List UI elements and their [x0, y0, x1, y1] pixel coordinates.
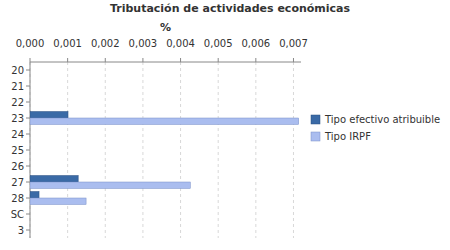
legend-swatch	[311, 132, 320, 141]
chart: Tributación de actividades económicas%0,…	[0, 0, 450, 250]
legend-swatch	[311, 115, 320, 124]
bar	[30, 224, 31, 231]
category-label: SC	[11, 209, 24, 220]
tick-label: 0,005	[204, 38, 233, 49]
tick-mark	[30, 58, 31, 62]
tick-label: 0,007	[279, 38, 308, 49]
tick-mark	[26, 166, 30, 167]
tick-mark	[26, 86, 30, 87]
category-label: 22	[11, 97, 24, 108]
tick-mark	[142, 58, 143, 62]
axis-label: %	[160, 21, 171, 34]
legend: Tipo efectivo atribuible Tipo IRPF	[311, 114, 440, 142]
category-label: 20	[11, 65, 24, 76]
bar	[30, 198, 86, 205]
bar	[30, 112, 68, 119]
bar	[30, 70, 31, 77]
bar	[30, 214, 31, 221]
bar	[30, 118, 299, 125]
bar	[30, 166, 31, 173]
tick-mark	[67, 58, 68, 62]
tick-label: 0,002	[91, 38, 120, 49]
bar	[30, 102, 31, 109]
grid-line	[293, 62, 294, 238]
grid-line	[255, 62, 256, 238]
tick-mark	[26, 198, 30, 199]
tick-label: 0,004	[166, 38, 195, 49]
grid-line	[105, 62, 106, 238]
bar	[30, 182, 190, 189]
axis-line	[30, 62, 301, 63]
bar	[30, 80, 31, 87]
tick-mark	[218, 58, 219, 62]
bars	[30, 112, 299, 205]
tick-mark	[255, 58, 256, 62]
bar	[30, 192, 39, 199]
grid-line	[218, 62, 219, 238]
tick-mark	[26, 230, 30, 231]
tick-mark	[26, 70, 30, 71]
tick-mark	[180, 58, 181, 62]
category-label: 3	[18, 225, 24, 236]
tick-mark	[26, 102, 30, 103]
tick-label: 0,006	[242, 38, 271, 49]
category-label: 26	[11, 161, 24, 172]
category-label: 21	[11, 81, 24, 92]
bar	[30, 160, 31, 167]
bar	[30, 134, 31, 141]
grid-line	[67, 62, 68, 238]
tick-mark	[26, 134, 30, 135]
bar	[30, 176, 78, 183]
bar	[30, 64, 31, 71]
bar	[30, 86, 31, 93]
legend-label: Tipo efectivo atribuible	[324, 114, 440, 125]
bar	[30, 144, 31, 151]
tick-mark	[293, 58, 294, 62]
category-label: 27	[11, 177, 24, 188]
bar	[30, 230, 31, 237]
bar	[30, 128, 31, 135]
tick-mark	[26, 182, 30, 183]
category-label: 23	[11, 113, 24, 124]
grid-line	[142, 62, 143, 238]
title: Tributación de actividades económicas	[110, 2, 351, 15]
bar	[30, 150, 31, 157]
tick-mark	[26, 118, 30, 119]
legend-label: Tipo IRPF	[324, 131, 371, 142]
category-label: 25	[11, 145, 24, 156]
tick-label: 0,000	[16, 38, 45, 49]
grid-line	[180, 62, 181, 238]
tick-mark	[26, 214, 30, 215]
tick-mark	[105, 58, 106, 62]
bar	[30, 96, 31, 103]
bar	[30, 208, 31, 215]
category-label: 28	[11, 193, 24, 204]
category-label: 24	[11, 129, 24, 140]
tick-label: 0,003	[129, 38, 158, 49]
tick-label: 0,001	[53, 38, 82, 49]
tick-mark	[26, 150, 30, 151]
